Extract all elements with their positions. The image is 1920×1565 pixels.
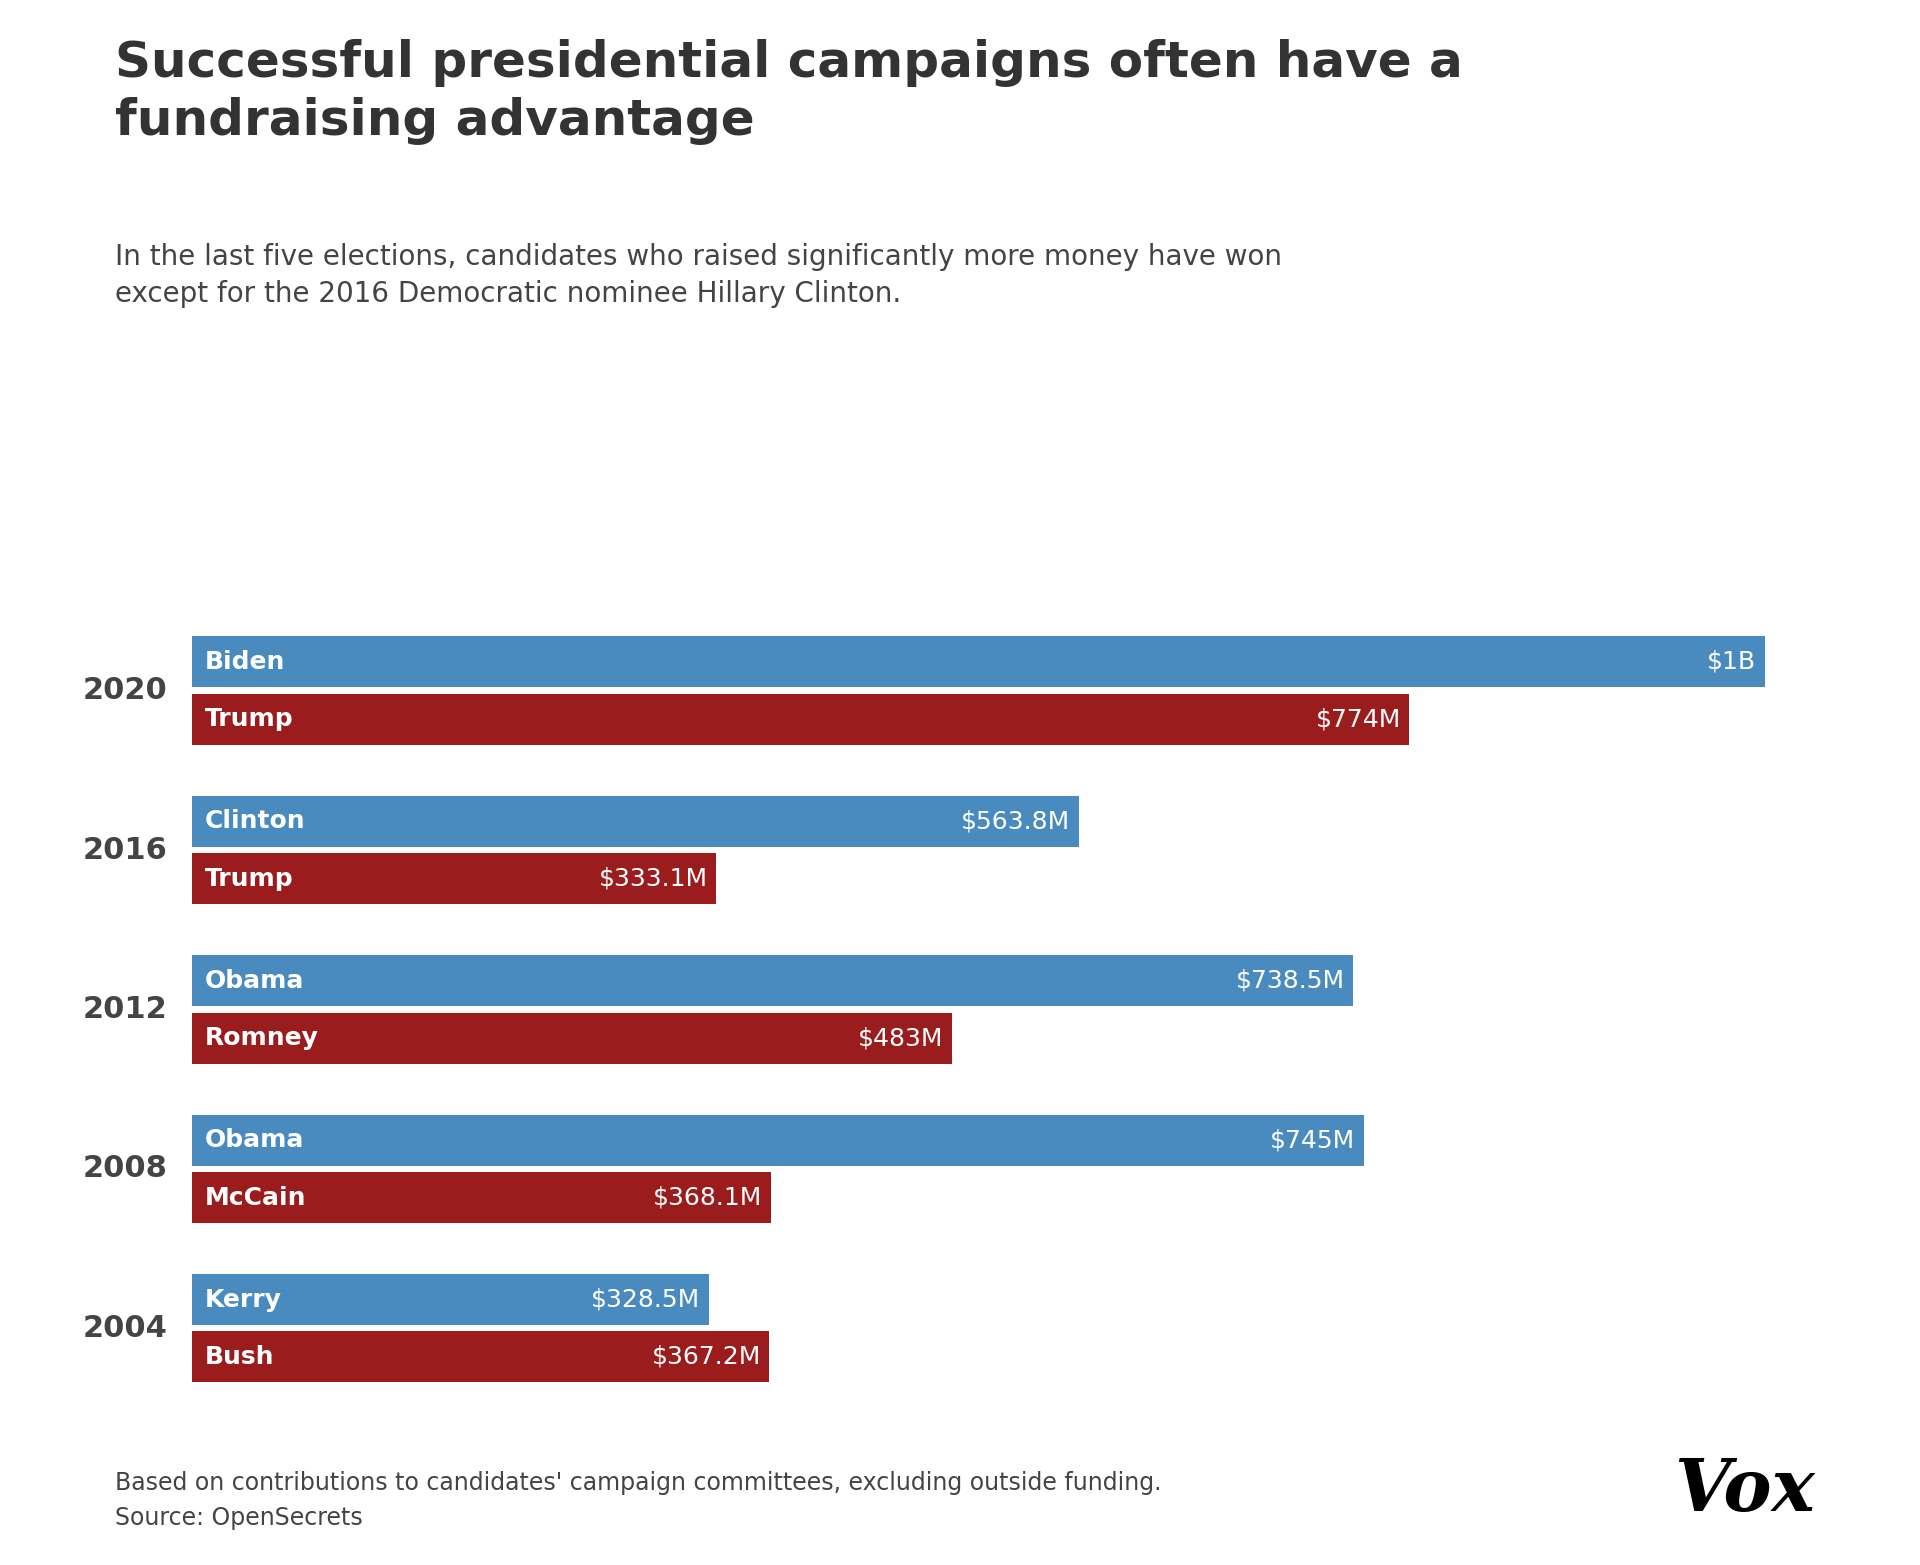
Text: 2004: 2004	[83, 1313, 167, 1343]
Text: $367.2M: $367.2M	[651, 1344, 760, 1369]
Text: Biden: Biden	[205, 649, 286, 675]
Bar	[192, 797, 1079, 847]
Text: McCain: McCain	[205, 1186, 307, 1210]
Bar	[192, 1013, 952, 1064]
Bar	[192, 1274, 708, 1326]
Text: Kerry: Kerry	[205, 1288, 282, 1311]
Text: Successful presidential campaigns often have a
fundraising advantage: Successful presidential campaigns often …	[115, 39, 1463, 144]
Bar	[192, 693, 1409, 745]
Text: $738.5M: $738.5M	[1236, 969, 1346, 992]
Text: 2008: 2008	[83, 1155, 167, 1183]
Bar	[192, 637, 1764, 687]
Text: $774M: $774M	[1315, 707, 1402, 731]
Text: 2012: 2012	[83, 995, 167, 1024]
Text: Obama: Obama	[205, 969, 305, 992]
Text: Trump: Trump	[205, 867, 294, 890]
Text: $483M: $483M	[858, 1027, 943, 1050]
Text: In the last five elections, candidates who raised significantly more money have : In the last five elections, candidates w…	[115, 243, 1283, 308]
Text: $1B: $1B	[1707, 649, 1757, 675]
Text: Romney: Romney	[205, 1027, 319, 1050]
Text: $368.1M: $368.1M	[653, 1186, 762, 1210]
Text: $328.5M: $328.5M	[591, 1288, 701, 1311]
Text: Trump: Trump	[205, 707, 294, 731]
Text: $563.8M: $563.8M	[962, 809, 1069, 833]
Text: $333.1M: $333.1M	[599, 867, 708, 890]
Bar	[192, 1114, 1363, 1166]
Text: 2020: 2020	[83, 676, 167, 706]
Text: Obama: Obama	[205, 1128, 305, 1152]
Bar	[192, 853, 716, 905]
Text: Based on contributions to candidates' campaign committees, excluding outside fun: Based on contributions to candidates' ca…	[115, 1471, 1162, 1495]
Text: Bush: Bush	[205, 1344, 275, 1369]
Bar	[192, 1332, 770, 1382]
Bar	[192, 1172, 770, 1222]
Text: Source: OpenSecrets: Source: OpenSecrets	[115, 1506, 363, 1529]
Bar	[192, 955, 1354, 1006]
Text: Clinton: Clinton	[205, 809, 305, 833]
Text: 2016: 2016	[83, 836, 167, 864]
Text: $745M: $745M	[1269, 1128, 1356, 1152]
Text: Vox: Vox	[1674, 1455, 1814, 1526]
